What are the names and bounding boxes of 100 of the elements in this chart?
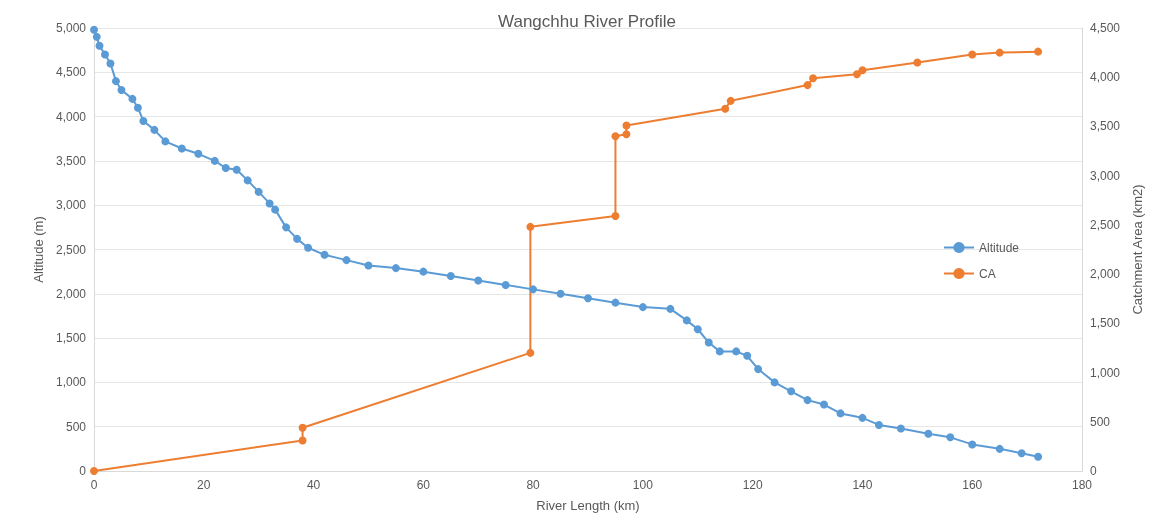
point [526,222,535,231]
y-tick-label: 1,500 [55,331,87,346]
x-tick-label: 100 [632,478,654,492]
point [282,223,291,232]
point [968,50,977,59]
point [968,440,977,449]
y-axis-title: Altitude (m) [31,216,47,283]
legend-label: Altitude [978,240,1020,255]
point [304,243,313,252]
point [1017,449,1026,458]
y2-tick-label: 4,000 [1090,70,1121,85]
point [946,433,955,442]
point [611,298,620,307]
point [611,132,620,141]
point [666,304,675,313]
y2-tick-label: 2,000 [1090,267,1121,282]
point [298,423,307,432]
point [682,316,691,325]
point [622,121,631,130]
point [254,187,263,196]
point [852,70,861,79]
point [913,58,922,67]
point [161,137,170,146]
point [177,144,186,153]
point [770,378,779,387]
x-tick-label: 120 [742,478,763,492]
point [638,303,647,312]
point [117,86,126,95]
point [221,163,230,172]
y2-tick-label: 0 [1090,464,1097,478]
y2-tick-label: 500 [1090,414,1111,429]
x-tick-label: 80 [526,478,541,492]
point [803,81,812,90]
point [809,74,818,83]
point [803,396,812,405]
point [693,325,702,334]
y2-tick-label: 3,000 [1090,168,1121,183]
point [90,25,98,34]
x-tick-label: 40 [306,478,321,492]
point [787,387,796,396]
x-axis-title: River Length (km) [536,498,640,513]
y2-tick-label: 2,500 [1090,217,1121,232]
y2-tick-label: 4,500 [1090,21,1121,35]
point [924,429,933,438]
chart-title: Wangchhu River Profile [498,12,676,31]
x-tick-label: 0 [90,478,98,492]
point [391,264,400,273]
point [150,125,159,134]
y2-tick-label: 1,000 [1090,365,1121,380]
point [92,32,101,41]
point [265,199,274,208]
x-tick-label: 20 [197,478,211,492]
point [232,165,241,174]
point [584,294,592,303]
point [858,413,867,422]
point [342,256,351,265]
y-tick-label: 500 [65,419,87,434]
point [858,66,867,75]
point [194,149,203,158]
y-tick-label: 3,500 [55,153,87,168]
point [474,276,483,285]
point [611,212,620,221]
x-tick-label: 180 [1071,478,1093,492]
point [210,156,219,165]
point [754,365,763,374]
point [100,50,109,59]
point [529,285,538,294]
point [243,176,252,185]
point [139,117,148,126]
point [896,424,905,433]
point [704,338,713,347]
point [419,267,428,276]
point [526,348,535,357]
point [271,205,280,214]
point [995,444,1004,453]
y2-tick-label: 1,500 [1090,316,1121,331]
y-tick-label: 2,000 [55,286,87,301]
point [364,261,373,270]
point [133,103,142,112]
point [995,48,1004,57]
point [501,280,510,289]
point [293,234,302,243]
point [836,409,845,418]
point [1034,47,1043,56]
point [128,94,137,103]
point [298,436,307,445]
point [320,250,329,259]
x-tick-label: 160 [962,478,983,492]
point [715,347,724,356]
y2-axis-title: Catchment Area (km2) [1129,184,1145,315]
y-tick-label: 3,000 [55,198,87,213]
point [732,347,741,356]
point [95,41,104,50]
y-tick-label: 5,000 [55,21,87,35]
y-tick-label: 4,500 [55,65,87,80]
point [446,272,455,281]
point [622,130,631,139]
legend-label: CA [978,266,996,281]
point [90,467,98,475]
x-tick-label: 140 [852,478,873,492]
